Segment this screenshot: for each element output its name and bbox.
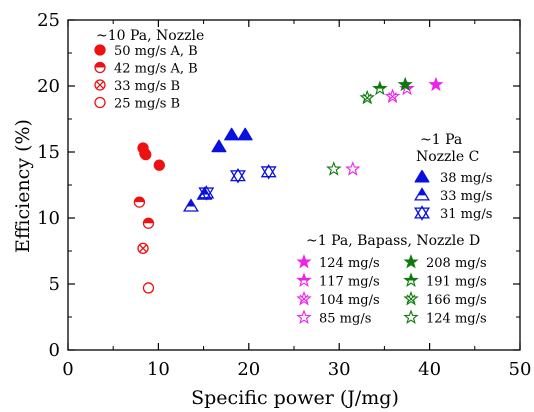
legend-marker [94,61,106,74]
legend-marker [296,290,312,306]
x-tick-label: 20 [237,359,260,380]
x-tick-label: 0 [62,359,73,380]
legend-marker [403,254,419,269]
legend-marker [414,205,430,221]
data-point [133,196,146,208]
data-point [428,76,444,92]
legend-header: ~1 Pa [420,132,462,148]
y-tick-label: 25 [37,10,60,31]
legend-marker [414,187,430,201]
legend-marker [414,169,430,183]
y-tick-label: 20 [37,76,60,97]
data-point [182,198,199,212]
legend-marker [296,309,312,325]
legend-label: 117 mg/s [319,275,380,290]
legend-marker [94,96,106,109]
data-point [198,185,215,201]
data-point [139,147,151,159]
legend-label: 166 mg/s [426,293,487,308]
data-point [153,159,165,171]
legend-label: 42 mg/s A, B [114,62,198,77]
legend-label: 25 mg/s B [114,97,180,112]
data-point [211,139,227,153]
data-point [345,161,361,176]
x-tick-label: 30 [328,359,351,380]
y-tick-label: 5 [49,274,60,295]
legend-marker [403,272,419,288]
legend-marker [403,290,419,306]
data-point [224,127,240,141]
data-marks [133,76,444,294]
legend-label: 85 mg/s [319,312,371,327]
data-point [397,76,413,92]
data-point [137,242,149,255]
y-tick-label: 10 [37,208,60,229]
data-point [229,167,246,184]
legend-header: ~1 Pa, Bapass, Nozzle D [306,233,480,249]
legend-label: 104 mg/s [319,293,380,308]
data-point [359,89,375,105]
data-point [384,88,401,104]
legend-marker [94,79,106,91]
data-point [326,161,342,176]
legend-marker [296,254,312,269]
data-point [237,127,253,141]
legend-group-1pa-d: ~1 Pa, Bapass, Nozzle D 124 mg/s 117 mg/s 1… [296,233,487,327]
legend-label: 191 mg/s [426,275,487,290]
data-point [372,80,388,96]
legend-label: 38 mg/s [440,171,492,186]
data-point [142,282,155,294]
data-point [142,217,155,229]
y-axis-title: Efficiency (%) [12,119,34,253]
legend-label: 31 mg/s [440,207,492,222]
x-axis-title: Specific power (J/mg) [191,387,399,409]
legend-label: 208 mg/s [426,256,487,271]
legend-label: 124 mg/s [319,256,380,271]
legend-marker [94,44,106,56]
y-tick-label: 15 [37,142,60,163]
y-tick-label: 0 [49,340,60,361]
legend-label: 33 mg/s [440,189,492,204]
legend-label: 33 mg/s B [114,79,180,94]
legend-marker [403,309,419,325]
x-tick-label: 50 [509,359,532,380]
data-point [260,164,277,180]
legend-marker [296,272,312,288]
legend-label: 50 mg/s A, B [114,44,198,59]
legend-label: 124 mg/s [426,312,487,327]
x-tick-label: 10 [147,359,170,380]
legend-header: Nozzle C [416,149,479,165]
plot-axes: 0 10 20 30 40 50 0 5 10 15 20 25 [37,10,531,380]
x-tick-label: 40 [418,359,441,380]
legend-header: ~10 Pa, Nozzle [96,28,204,44]
